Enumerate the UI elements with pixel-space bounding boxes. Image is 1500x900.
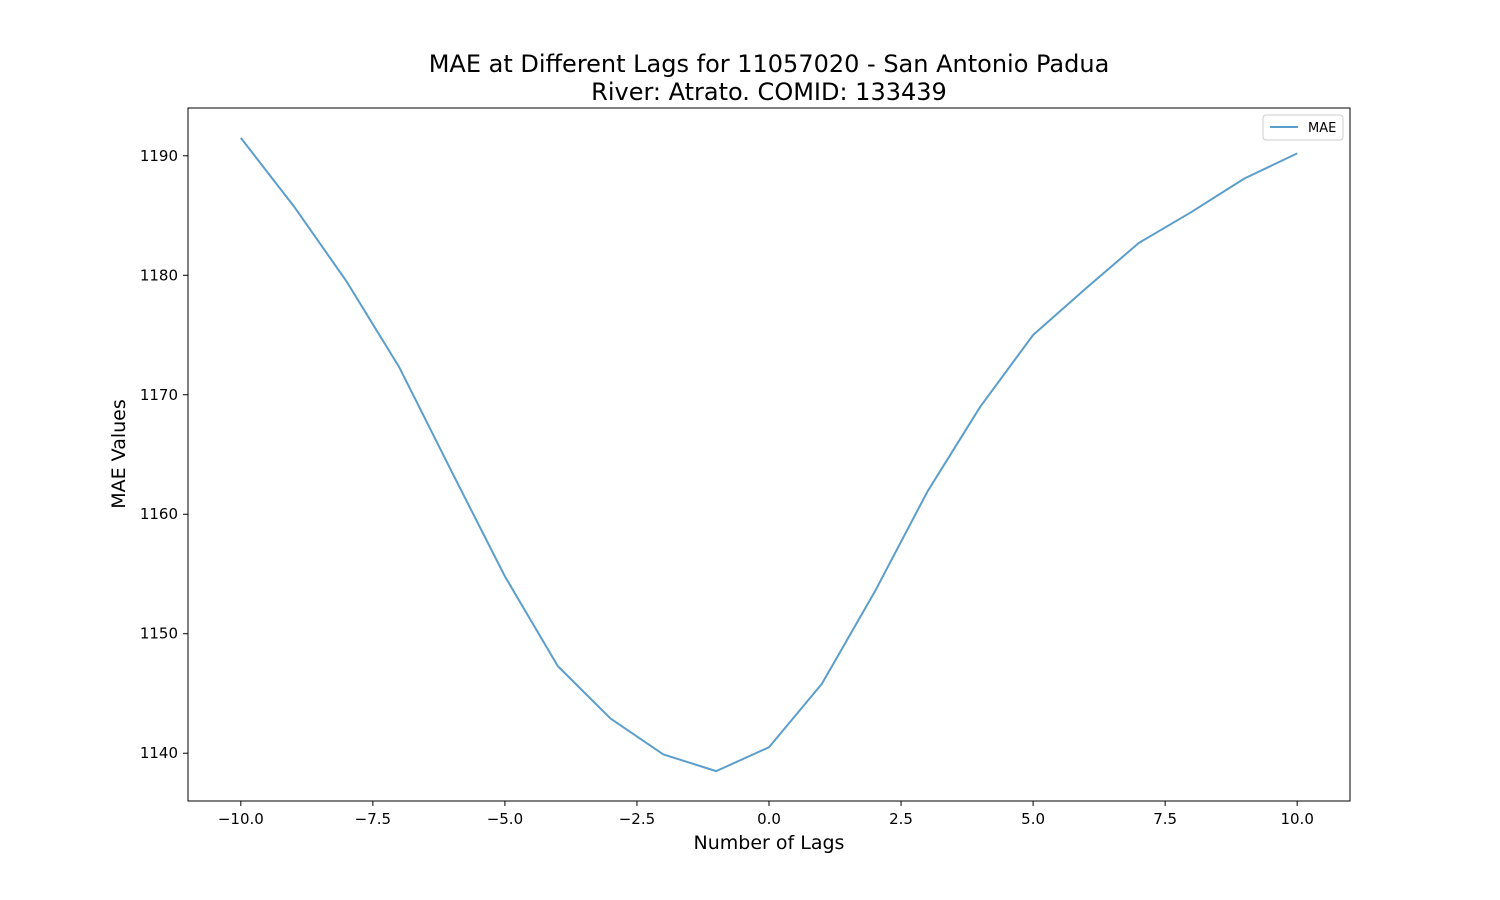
y-tick-label: 1160 [140, 505, 178, 523]
x-tick-label: 0.0 [757, 810, 781, 828]
x-tick-label: −5.0 [487, 810, 523, 828]
legend: MAE [1262, 114, 1344, 141]
y-tick-label: 1170 [140, 386, 178, 404]
y-tick-label: 1180 [140, 266, 178, 284]
chart-title: MAE at Different Lags for 11057020 - San… [429, 50, 1110, 78]
y-tick-label: 1190 [140, 147, 178, 165]
x-tick-label: −7.5 [355, 810, 391, 828]
legend-label-mae: MAE [1308, 121, 1336, 136]
x-tick-label: 10.0 [1280, 810, 1313, 828]
x-tick-label: −10.0 [218, 810, 264, 828]
chart-subtitle: River: Atrato. COMID: 133439 [591, 78, 947, 106]
series-layer [240, 137, 1298, 773]
y-tick-label: 1140 [140, 744, 178, 762]
y-axis-ticks: 1140 1150 1160 1170 1180 1190 [140, 147, 188, 762]
legend-box [1262, 114, 1344, 141]
x-tick-label: 7.5 [1153, 810, 1177, 828]
x-axis-ticks: −10.0 −7.5 −5.0 −2.5 0.0 2.5 5.0 7.5 10.0 [218, 801, 1314, 828]
y-axis-label: MAE Values [108, 399, 130, 509]
series-line-mae [240, 137, 1298, 773]
plot-area-frame [187, 107, 1351, 802]
x-tick-label: 5.0 [1021, 810, 1045, 828]
x-tick-label: 2.5 [889, 810, 913, 828]
x-axis-label: Number of Lags [694, 832, 845, 854]
y-tick-label: 1150 [140, 625, 178, 643]
x-tick-label: −2.5 [619, 810, 655, 828]
